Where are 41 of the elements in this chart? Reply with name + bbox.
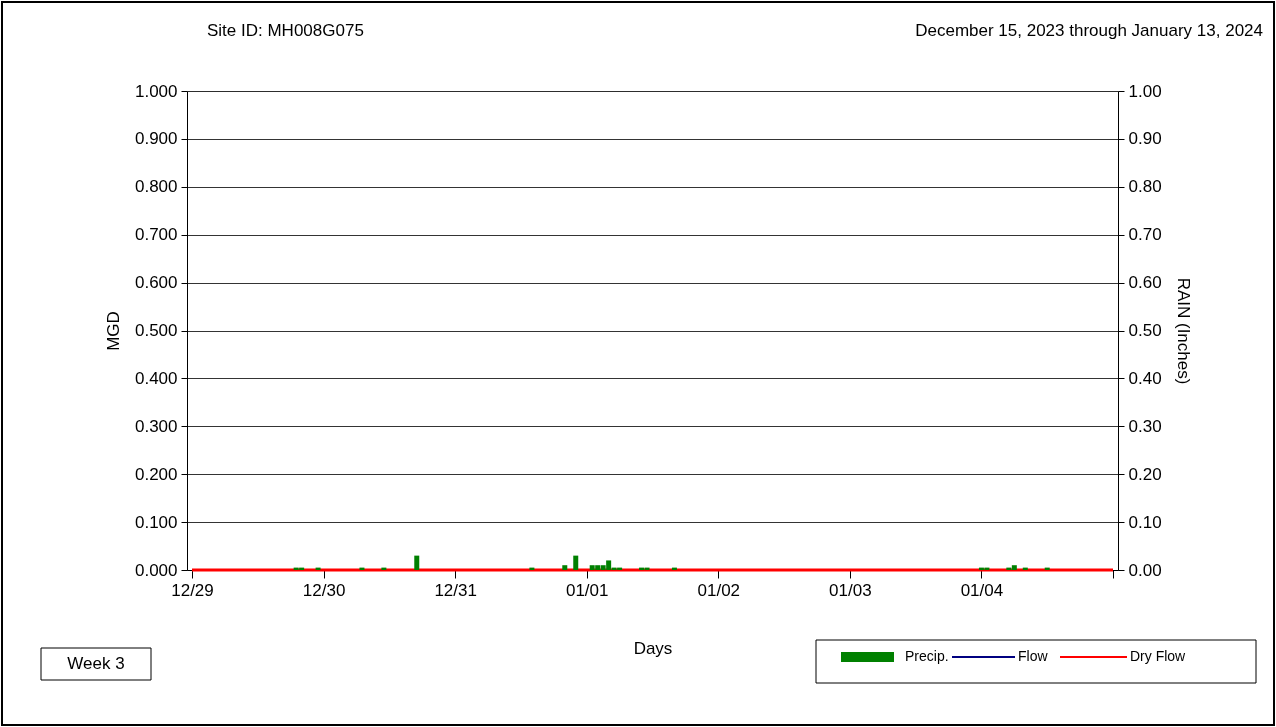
x-tick-label: 01/02 xyxy=(697,580,741,600)
y2-tick-label: 0.00 xyxy=(1128,560,1162,580)
y2-tick-label: 0.50 xyxy=(1128,321,1162,340)
y-tick-label: 0.900 xyxy=(134,129,178,149)
y2-tick-label: 1.00 xyxy=(1128,81,1162,101)
y-tick-label: 1.000 xyxy=(134,81,178,101)
y2-tick-label: 0.30 xyxy=(1128,416,1162,436)
chart-title: Site ID: MH008G075 xyxy=(207,21,364,40)
y2-tick-label: 0.70 xyxy=(1128,225,1162,245)
y2-axis-title: RAIN (Inches) xyxy=(1173,277,1193,385)
y2-tick-label: 0.60 xyxy=(1128,273,1162,293)
x-axis-title: Days xyxy=(633,638,673,658)
y2-tick-label: 0.80 xyxy=(1128,177,1162,197)
x-tick-label: 12/31 xyxy=(434,580,477,600)
legend-label: Flow xyxy=(1018,648,1049,664)
y-tick-label: 0.000 xyxy=(134,560,178,580)
y-tick-label: 0.500 xyxy=(134,321,178,340)
y-tick-label: 0.400 xyxy=(134,368,178,388)
y2-tick-label: 0.90 xyxy=(1128,129,1162,149)
x-tick-label: 12/30 xyxy=(302,580,346,600)
legend-label: Precip. xyxy=(905,648,949,664)
y2-tick-label: 0.10 xyxy=(1128,512,1162,532)
bar xyxy=(562,565,568,570)
y-tick-label: 0.200 xyxy=(134,464,178,484)
y2-tick-label: 0.40 xyxy=(1128,368,1162,388)
y-tick-label: 0.800 xyxy=(134,177,178,197)
x-tick-label: 12/29 xyxy=(171,580,214,600)
y-tick-label: 0.600 xyxy=(134,273,178,293)
y-tick-label: 0.700 xyxy=(134,225,178,245)
y2-tick-label: 0.20 xyxy=(1128,464,1162,484)
y-tick-label: 0.100 xyxy=(134,512,178,532)
x-tick-label: 01/03 xyxy=(829,580,872,600)
y-tick-label: 0.300 xyxy=(134,416,178,436)
text: Week 3 xyxy=(67,654,125,673)
legend-label: Dry Flow xyxy=(1130,648,1187,664)
y-axis-title: MGD xyxy=(103,311,123,351)
x-tick-label: 01/04 xyxy=(960,580,1004,600)
bar xyxy=(414,555,420,570)
bar xyxy=(573,555,579,570)
x-tick-label: 01/01 xyxy=(565,580,609,600)
chart-subtitle: December 15, 2023 through January 13, 2024 xyxy=(915,21,1263,40)
